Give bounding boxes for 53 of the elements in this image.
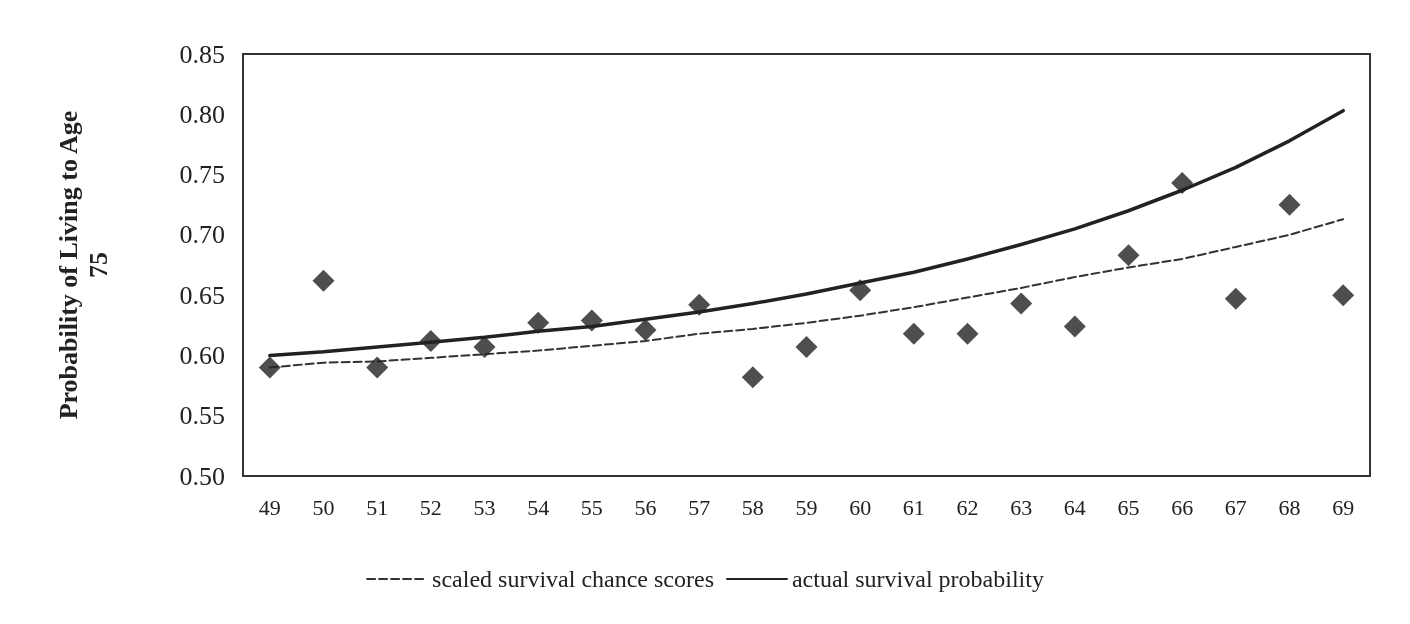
point — [902, 322, 925, 345]
y-tick-label: 0.60 — [179, 340, 225, 370]
point — [1224, 287, 1247, 310]
point — [1117, 244, 1140, 267]
x-tick-label: 50 — [312, 494, 335, 520]
y-tick-label: 0.80 — [179, 99, 225, 129]
point — [1278, 193, 1301, 216]
point — [312, 269, 335, 292]
x-tick-label: 61 — [902, 494, 925, 520]
point — [956, 322, 979, 345]
legend-label: actual survival probability — [791, 566, 1044, 592]
point — [1332, 284, 1355, 307]
x-tick-label: 49 — [258, 494, 281, 520]
point — [741, 366, 764, 389]
y-tick-label: 0.55 — [179, 401, 225, 431]
x-tick-label: 52 — [419, 494, 442, 520]
point — [366, 356, 389, 379]
x-tick-label: 53 — [473, 494, 496, 520]
point — [527, 311, 550, 334]
x-tick-label: 51 — [366, 494, 389, 520]
point — [1063, 315, 1086, 338]
x-tick-label: 60 — [849, 494, 872, 520]
x-tick-label: 55 — [580, 494, 603, 520]
point — [795, 335, 818, 358]
point — [419, 329, 442, 352]
y-tick-label: 0.65 — [179, 280, 225, 310]
x-tick-label: 64 — [1063, 494, 1086, 520]
point — [1010, 292, 1033, 315]
y-tick-label: 0.85 — [179, 39, 225, 69]
x-tick-label: 59 — [795, 494, 818, 520]
x-tick-label: 62 — [956, 494, 979, 520]
x-tick-label: 54 — [527, 494, 550, 520]
y-tick-label: 0.50 — [179, 461, 225, 491]
point — [1171, 172, 1194, 195]
y-tick-label: 0.70 — [179, 220, 225, 250]
x-tick-label: 56 — [634, 494, 657, 520]
x-tick-label: 57 — [688, 494, 711, 520]
point — [849, 279, 872, 302]
point — [258, 356, 281, 379]
point — [473, 335, 496, 358]
point — [688, 293, 711, 316]
legend-label: scaled survival chance scores — [432, 566, 714, 592]
x-tick-label: 67 — [1224, 494, 1247, 520]
x-tick-label: 69 — [1332, 494, 1355, 520]
x-tick-label: 66 — [1171, 494, 1194, 520]
point — [580, 309, 603, 332]
y-tick-label: 0.75 — [179, 160, 225, 190]
x-tick-label: 58 — [741, 494, 764, 520]
x-tick-label: 68 — [1278, 494, 1301, 520]
x-tick-label: 63 — [1010, 494, 1033, 520]
point — [634, 319, 657, 342]
x-tick-label: 65 — [1117, 494, 1140, 520]
y-axis-title: Probability of Living to Age 75 — [53, 110, 113, 420]
